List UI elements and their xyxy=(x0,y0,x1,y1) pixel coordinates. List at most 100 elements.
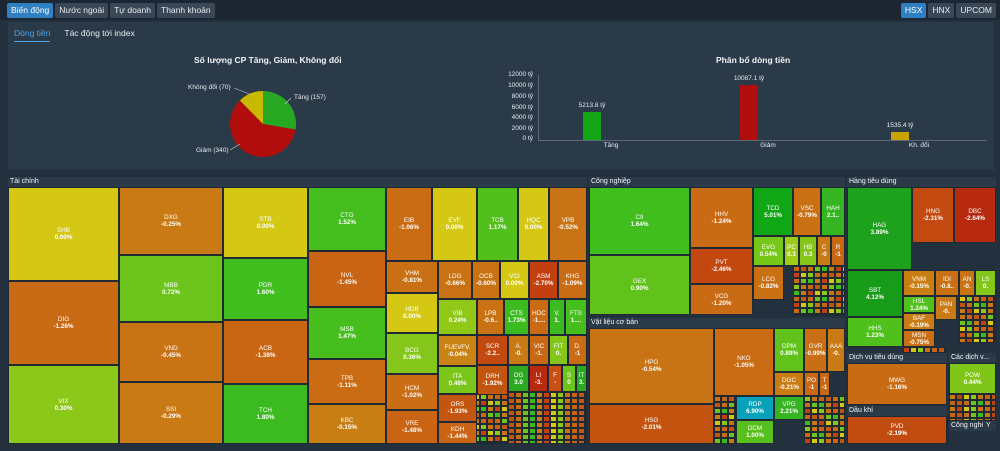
small-stock-tile[interactable] xyxy=(949,412,956,418)
small-stock-tile[interactable] xyxy=(793,290,800,296)
small-stock-tile[interactable] xyxy=(973,326,980,332)
small-stock-tile[interactable] xyxy=(804,438,811,444)
small-stock-tile[interactable] xyxy=(980,326,987,332)
small-stock-tile[interactable] xyxy=(508,404,515,410)
small-stock-tile[interactable] xyxy=(832,402,839,408)
stock-tile-tch[interactable]: TCH 1.80% xyxy=(223,384,308,444)
small-stock-tile[interactable] xyxy=(793,296,800,302)
stock-tile-nvl[interactable]: NVL -1.45% xyxy=(308,251,386,307)
small-stock-tile[interactable] xyxy=(917,347,924,353)
stock-tile-v[interactable]: V. 1. xyxy=(549,299,565,335)
small-stock-tile[interactable] xyxy=(991,406,996,412)
small-stock-tile[interactable] xyxy=(557,428,564,434)
small-stock-tile[interactable] xyxy=(807,272,814,278)
small-stock-tile[interactable] xyxy=(515,428,522,434)
small-stock-tile[interactable] xyxy=(564,404,571,410)
small-stock-tile[interactable] xyxy=(804,432,811,438)
stock-tile-dig[interactable]: DIG -1.26% xyxy=(8,281,119,365)
tab-bien-dong[interactable]: Biến động xyxy=(7,3,54,18)
small-stock-tile[interactable] xyxy=(811,426,818,432)
small-stock-tile[interactable] xyxy=(970,394,977,400)
stock-tile-ors[interactable]: ORS -1.93% xyxy=(438,394,477,422)
small-stock-tile[interactable] xyxy=(494,412,501,418)
small-stock-tile[interactable] xyxy=(501,418,508,424)
stock-tile-hdb[interactable]: HDB 0.00% xyxy=(386,293,438,333)
small-stock-tile[interactable] xyxy=(501,424,508,430)
small-stock-tile[interactable] xyxy=(721,408,728,414)
small-stock-tile[interactable] xyxy=(793,302,800,308)
small-stock-tile[interactable] xyxy=(987,332,994,338)
stock-tile-po[interactable]: PO -1 xyxy=(804,372,819,396)
small-stock-tile[interactable] xyxy=(487,412,494,418)
stock-tile-baf[interactable]: BAF -0.19% xyxy=(903,313,935,330)
stock-tile-pvt[interactable]: PVT -2.46% xyxy=(690,248,753,284)
small-stock-tile[interactable] xyxy=(807,296,814,302)
small-stock-tile[interactable] xyxy=(839,438,845,444)
small-stock-tile[interactable] xyxy=(543,440,550,444)
small-stock-tile[interactable] xyxy=(818,402,825,408)
small-stock-tile[interactable] xyxy=(529,440,536,444)
stock-tile-fuevfv[interactable]: FUEVFV. -0.04% xyxy=(438,335,477,366)
small-stock-tile[interactable] xyxy=(973,302,980,308)
small-stock-tile[interactable] xyxy=(515,398,522,404)
small-stock-tile[interactable] xyxy=(821,272,828,278)
small-stock-tile[interactable] xyxy=(980,308,987,314)
small-stock-tile[interactable] xyxy=(536,440,543,444)
small-stock-tile[interactable] xyxy=(835,266,842,272)
stock-tile-eib[interactable]: EIB -1.06% xyxy=(386,187,432,261)
small-stock-tile[interactable] xyxy=(480,442,487,444)
small-stock-tile[interactable] xyxy=(949,406,956,412)
small-stock-tile[interactable] xyxy=(973,314,980,320)
stock-tile-og[interactable]: OG 3.0 xyxy=(508,365,529,392)
small-stock-tile[interactable] xyxy=(818,438,825,444)
small-stock-tile[interactable] xyxy=(828,284,835,290)
small-stock-tile[interactable] xyxy=(839,426,845,432)
small-stock-tile[interactable] xyxy=(821,290,828,296)
stock-tile-r[interactable]: R -1 xyxy=(831,236,845,266)
small-stock-tile[interactable] xyxy=(721,396,728,402)
small-stock-tile[interactable] xyxy=(793,284,800,290)
small-stock-tile[interactable] xyxy=(529,422,536,428)
stock-tile-li[interactable]: LI -3. xyxy=(529,365,548,392)
stock-tile-dcm[interactable]: DCM 1.00% xyxy=(736,420,774,444)
small-stock-tile[interactable] xyxy=(821,278,828,284)
stock-tile-pvd[interactable]: PVD -2.19% xyxy=(847,416,947,444)
small-stock-tile[interactable] xyxy=(814,296,821,302)
small-stock-tile[interactable] xyxy=(807,290,814,296)
small-stock-tile[interactable] xyxy=(970,418,977,421)
small-stock-tile[interactable] xyxy=(842,272,845,278)
small-stock-tile[interactable] xyxy=(807,308,814,314)
small-stock-tile[interactable] xyxy=(825,396,832,402)
small-stock-tile[interactable] xyxy=(814,266,821,272)
small-stock-tile[interactable] xyxy=(910,347,917,353)
stock-tile-vic[interactable]: VIC -1. xyxy=(529,335,549,365)
small-stock-tile[interactable] xyxy=(515,422,522,428)
stock-tile-dxg[interactable]: DXG -0.25% xyxy=(119,187,223,255)
small-stock-tile[interactable] xyxy=(842,302,845,308)
small-stock-tile[interactable] xyxy=(835,314,842,316)
tab-tac-dong-index[interactable]: Tác động tới index xyxy=(64,28,135,38)
small-stock-tile[interactable] xyxy=(508,428,515,434)
small-stock-tile[interactable] xyxy=(977,406,984,412)
small-stock-tile[interactable] xyxy=(835,296,842,302)
small-stock-tile[interactable] xyxy=(800,284,807,290)
small-stock-tile[interactable] xyxy=(839,402,845,408)
small-stock-tile[interactable] xyxy=(800,296,807,302)
small-stock-tile[interactable] xyxy=(515,416,522,422)
small-stock-tile[interactable] xyxy=(947,416,949,422)
small-stock-tile[interactable] xyxy=(585,440,587,444)
small-stock-tile[interactable] xyxy=(828,302,835,308)
small-stock-tile[interactable] xyxy=(515,410,522,416)
small-stock-tile[interactable] xyxy=(536,434,543,440)
small-stock-tile[interactable] xyxy=(578,440,585,444)
small-stock-tile[interactable] xyxy=(814,272,821,278)
small-stock-tile[interactable] xyxy=(963,400,970,406)
small-stock-tile[interactable] xyxy=(959,296,966,302)
small-stock-tile[interactable] xyxy=(557,434,564,440)
small-stock-tile[interactable] xyxy=(480,430,487,436)
small-stock-tile[interactable] xyxy=(543,398,550,404)
small-stock-tile[interactable] xyxy=(959,332,966,338)
small-stock-tile[interactable] xyxy=(557,398,564,404)
small-stock-tile[interactable] xyxy=(832,396,839,402)
small-stock-tile[interactable] xyxy=(714,402,721,408)
